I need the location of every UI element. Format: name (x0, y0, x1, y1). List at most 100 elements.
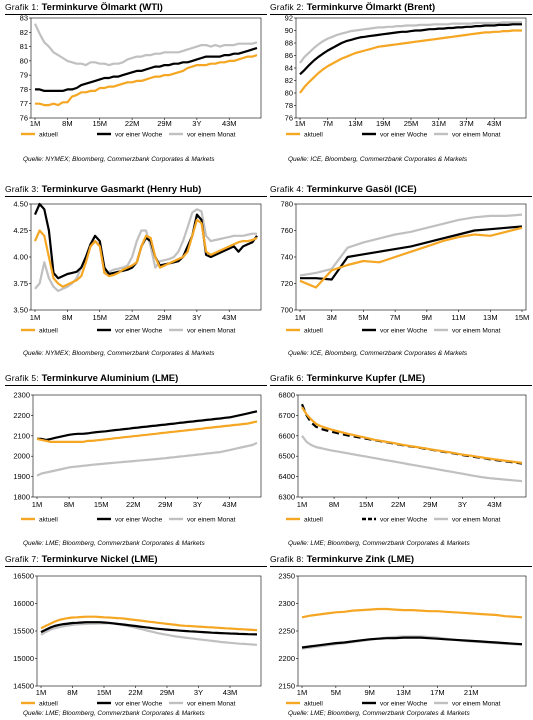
chart-title-prefix: Grafik 2: (270, 2, 304, 12)
x-tick-label: 1M (30, 313, 40, 322)
chart-title: Grafik 4: Terminkurve Gasöl (ICE) (270, 184, 532, 197)
y-tick-label: 16500 (13, 572, 34, 581)
x-tick-label: 8M (329, 500, 339, 509)
y-tick-label: 2200 (13, 411, 30, 420)
y-tick-label: 2250 (278, 627, 295, 636)
chart-title-text: Terminkurve Zink (LME) (306, 554, 415, 565)
series-line-woche (37, 410, 258, 442)
x-tick-label: 43M (487, 119, 502, 128)
x-tick-label: 22M (128, 688, 143, 697)
chart-svg: 700 720 740 760 780 1M 3M 5M 7M 9M 11M 13M 15M aktuel… (280, 200, 530, 335)
chart-title: Grafik 3: Terminkurve Gasmarkt (Henry Hu… (5, 184, 267, 197)
legend-label: vor einer Woche (115, 328, 163, 335)
series-line-monat (301, 435, 523, 483)
series-line-aktuell (33, 218, 258, 288)
x-tick-label: 22M (391, 500, 406, 509)
x-tick-label: 43M (222, 119, 237, 128)
x-tick-label: 17M (430, 688, 445, 697)
x-tick-label: 1M (295, 313, 305, 322)
legend-label: aktuell (39, 701, 58, 708)
legend-label: vor einer Woche (380, 328, 428, 335)
legend-label: vor einem Monat (452, 517, 501, 524)
x-tick-label: 13M (396, 688, 411, 697)
x-tick-label: 15M (94, 500, 109, 509)
y-tick-label: 6300 (278, 493, 295, 502)
x-tick-label: 29M (423, 500, 438, 509)
y-tick-label: 1900 (13, 472, 30, 481)
series-line-aktuell (36, 420, 258, 444)
x-tick-label: 15M (92, 119, 107, 128)
legend-label: aktuell (39, 132, 58, 139)
chart-title: Grafik 1: Terminkurve Ölmarkt (WTI) (5, 2, 267, 15)
x-tick-label: 43M (487, 500, 502, 509)
plot-area (30, 17, 262, 119)
chart-title-prefix: Grafik 1: (5, 2, 39, 12)
y-tick-label: 2300 (13, 391, 30, 400)
x-tick-label: 29M (157, 119, 172, 128)
y-tick-label: 15500 (13, 627, 34, 636)
x-tick-label: 19M (376, 119, 391, 128)
chart-source: Quelle: ICE, Bloomberg, Commerzbank Corp… (288, 350, 468, 357)
y-tick-label: 76 (285, 114, 293, 123)
y-tick-label: 92 (285, 14, 293, 23)
chart-svg: 2150 2200 2250 2300 2350 1M 5M 9M 13M 17M 21M aktue… (278, 572, 527, 708)
chart-svg: 1800 1900 2000 2100 2200 2300 1M 8M 15M 22M 29M 3Y 4… (13, 391, 262, 524)
y-tick-label: 82 (20, 28, 28, 37)
y-tick-label: 79 (20, 71, 28, 80)
chart-svg: 76 78 80 82 84 86 88 90 92 1M 7M 13M 19M 25M 31M 37M 43M… (285, 14, 527, 139)
x-tick-label: 5M (358, 313, 368, 322)
legend-label: vor einem Monat (452, 701, 501, 708)
chart-title: Grafik 7: Terminkurve Nickel (LME) (5, 554, 267, 567)
chart-svg: 6300 6400 6500 6600 6700 6800 1M 8M 15M 22M 29M 3Y 4… (278, 391, 527, 524)
y-tick-label: 6400 (278, 472, 295, 481)
x-tick-label: 31M (431, 119, 446, 128)
x-tick-label: 8M (62, 119, 72, 128)
chart-svg: 14500 15000 15500 16000 16500 1M 8M 15M 22M 29M 3Y… (13, 572, 262, 708)
legend-label: vor einer Woche (380, 132, 428, 139)
chart-title-text: Terminkurve Nickel (LME) (41, 554, 158, 565)
y-tick-label: 80 (20, 56, 28, 65)
plot-area (30, 203, 262, 311)
chart-title-text: Terminkurve Ölmarkt (Brent) (306, 2, 436, 13)
y-tick-label: 3.50 (13, 306, 28, 315)
chart-source: Quelle: LME; Bloomberg, Commerzbank Corp… (288, 710, 470, 717)
legend-label: vor einem Monat (187, 701, 236, 708)
x-tick-label: 37M (459, 119, 474, 128)
y-tick-label: 82 (285, 76, 293, 85)
x-tick-label: 15M (515, 313, 530, 322)
x-tick-label: 22M (125, 313, 140, 322)
x-tick-label: 8M (64, 500, 74, 509)
legend-label: vor einem Monat (187, 132, 236, 139)
series-line-monat (299, 213, 523, 277)
y-tick-label: 16000 (13, 599, 34, 608)
series-line-monat (40, 622, 258, 646)
chart-title-prefix: Grafik 8: (270, 554, 304, 564)
series-line-aktuell (299, 29, 522, 94)
plot-area (297, 394, 527, 498)
x-tick-label: 15M (359, 500, 374, 509)
y-tick-label: 2150 (278, 682, 295, 691)
chart-title-prefix: Grafik 5: (5, 373, 39, 383)
y-tick-label: 2100 (13, 431, 30, 440)
chart-title-text: Terminkurve Aluminium (LME) (41, 373, 179, 384)
chart-source: Quelle: NYMEX; Bloomberg, Commerzbank Co… (23, 350, 215, 357)
legend-label: vor einer Woche (115, 132, 163, 139)
legend-label: aktuell (304, 517, 323, 524)
series-line-woche (33, 202, 258, 280)
series-line-monat (36, 441, 258, 477)
chart-title-prefix: Grafik 7: (5, 554, 39, 564)
series-line-aktuell (299, 226, 523, 289)
legend-label: aktuell (304, 132, 323, 139)
chart-title: Grafik 5: Terminkurve Aluminium (LME) (5, 373, 267, 386)
x-tick-label: 5M (331, 688, 341, 697)
y-tick-label: 6700 (278, 411, 295, 420)
chart-source: Quelle: LME; Bloomberg, Commerzbank Corp… (288, 540, 470, 547)
y-tick-label: 83 (20, 14, 28, 23)
x-tick-label: 3Y (194, 688, 203, 697)
y-tick-label: 4.50 (13, 200, 28, 209)
chart-svg: 3.50 3.75 4.00 4.25 4.50 1M 8M 15M 22M 29M 3Y 43M ak… (13, 200, 262, 335)
legend-label: aktuell (39, 328, 58, 335)
x-tick-label: 29M (157, 313, 172, 322)
x-tick-label: 1M (32, 500, 42, 509)
x-tick-label: 13M (348, 119, 363, 128)
